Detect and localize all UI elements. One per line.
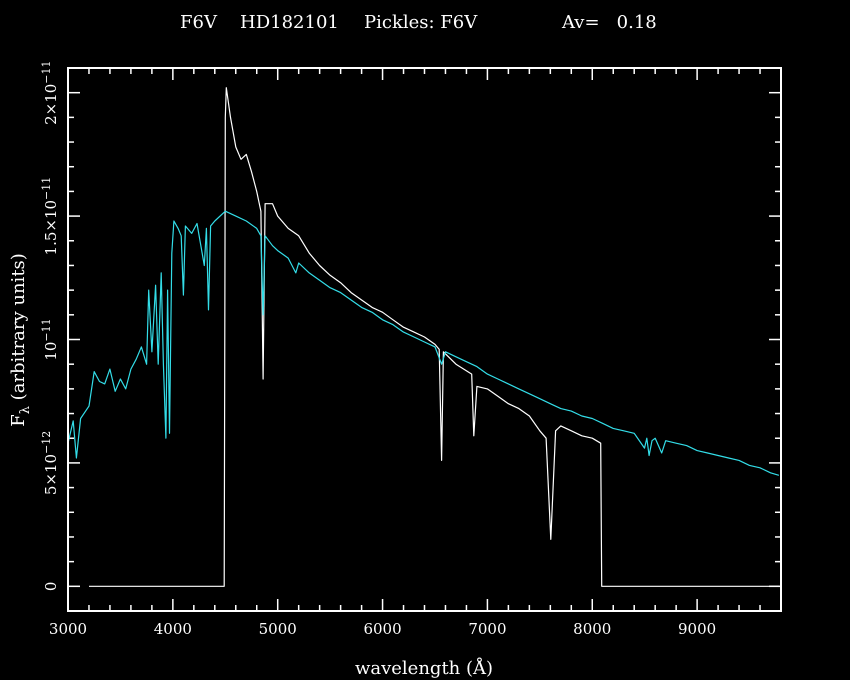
y-axis-label-rest: (arbitrary units) — [8, 253, 29, 406]
y-axis-label: Fλ (arbitrary units) — [8, 253, 33, 427]
x-tick-label: 9000 — [678, 620, 716, 638]
y-tick-label-exponent: −11 — [40, 318, 53, 341]
y-tick-label: 10−11 — [40, 318, 60, 360]
y-tick-label-exponent: −11 — [40, 60, 53, 83]
title-av: Av= 0.18 — [561, 12, 657, 33]
y-axis-label-main: F — [8, 414, 29, 427]
x-tick-label: 7000 — [468, 620, 506, 638]
y-tick-label-base: 10 — [42, 342, 60, 361]
y-tick-label-base: 0 — [42, 582, 60, 592]
chart-title: F6V HD182101 Pickles: F6V Av= 0.18 — [180, 12, 657, 33]
series-line-cyan — [69, 210, 780, 476]
x-tick-label: 3000 — [49, 620, 87, 638]
x-axis-label: wavelength (Å) — [355, 657, 493, 679]
plot-frame — [67, 67, 782, 612]
y-tick-label-exponent: −12 — [40, 431, 53, 454]
x-tick-label: 8000 — [573, 620, 611, 638]
y-tick-label: 1.5×10−11 — [40, 177, 60, 256]
y-tick-label: 5×10−12 — [40, 431, 60, 495]
series-line-white — [89, 87, 779, 587]
y-axis-label-sub: λ — [18, 406, 33, 414]
title-spectral-type: F6V — [180, 12, 218, 33]
y-tick-label-base: 1.5×10 — [42, 200, 60, 256]
y-tick-label-exponent: −11 — [40, 177, 53, 200]
y-tick-label-base: 2×10 — [42, 84, 60, 125]
y-tick-label: 2×10−11 — [40, 60, 60, 124]
x-tick-label: 4000 — [154, 620, 192, 638]
plot-area: 3000 4000 5000 6000 7000 8000 900005×10−1210−1… — [40, 60, 782, 638]
title-star: HD182101 — [240, 12, 339, 33]
x-tick-label: 5000 — [259, 620, 297, 638]
x-tick-label: 6000 — [363, 620, 401, 638]
y-tick-label: 0 — [42, 582, 60, 592]
y-tick-label-base: 5×10 — [42, 454, 60, 495]
title-pickles: Pickles: F6V — [364, 12, 478, 33]
